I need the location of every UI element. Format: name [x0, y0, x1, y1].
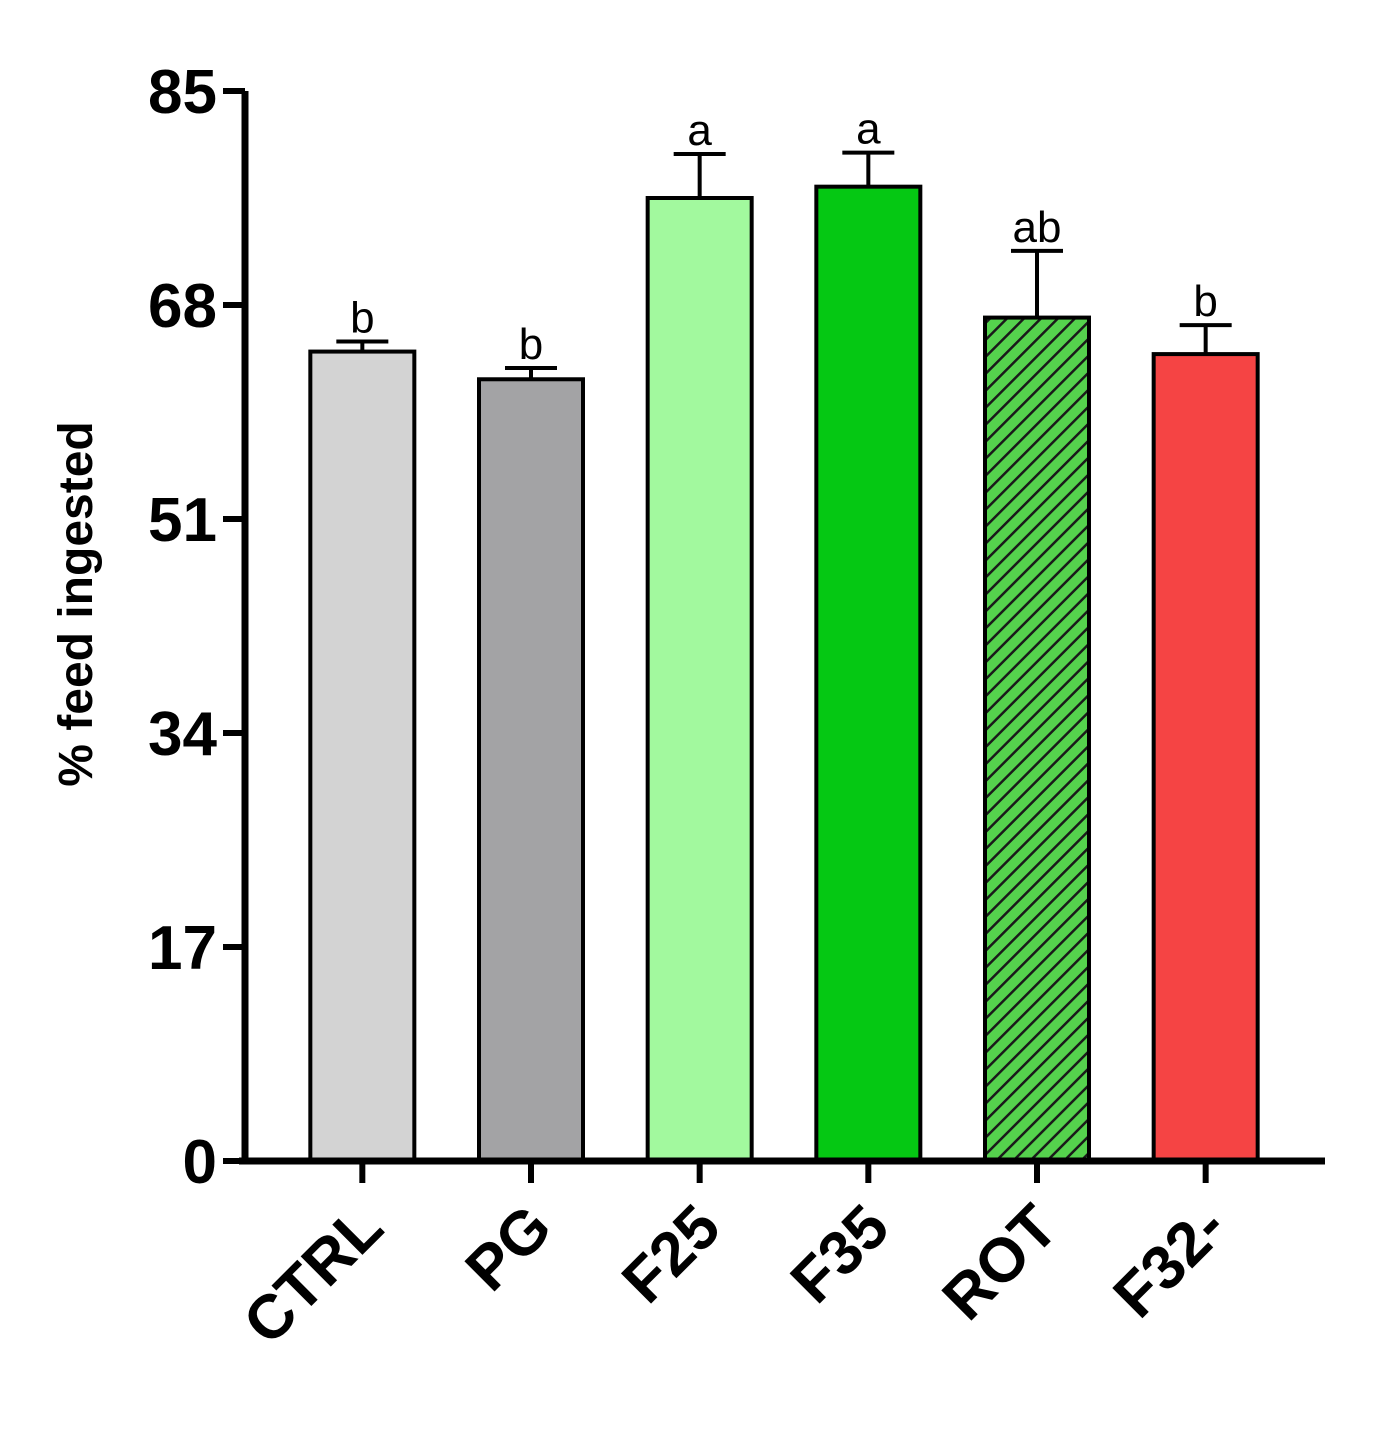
significance-label: b — [350, 294, 374, 343]
x-tick-label: PG — [453, 1192, 565, 1304]
bar-ctrl — [308, 349, 417, 1163]
y-tick-label: 85 — [148, 58, 217, 127]
x-tick-label: ROT — [930, 1192, 1071, 1333]
y-tick-label: 51 — [148, 486, 217, 555]
y-tick-label: 0 — [183, 1128, 217, 1197]
significance-label: a — [856, 105, 881, 154]
bar-f32 — [1151, 352, 1260, 1163]
y-axis: 0 17 34 51 68 85 — [148, 58, 249, 1197]
significance-label: a — [687, 106, 712, 155]
x-tick-label: F25 — [609, 1192, 733, 1316]
x-tick-label: F32- — [1101, 1192, 1240, 1331]
bar-f35 — [814, 184, 923, 1163]
y-axis-title: % feed ingested — [50, 421, 103, 786]
bar-rot — [983, 315, 1091, 1163]
bar-f25 — [645, 196, 754, 1163]
y-tick-label: 17 — [148, 914, 217, 983]
x-tick-label: CTRL — [231, 1192, 397, 1358]
y-tick-label: 34 — [148, 700, 217, 769]
significance-label: ab — [1013, 203, 1062, 252]
bars: b b a a ab b — [308, 105, 1260, 1164]
significance-label: b — [1193, 277, 1217, 326]
x-axis: CTRL PG F25 F35 ROT F32- — [231, 1157, 1325, 1358]
y-tick-label: 68 — [148, 272, 217, 341]
x-tick-label: F35 — [778, 1192, 902, 1316]
significance-label: b — [519, 320, 543, 369]
bar-pg — [477, 377, 585, 1164]
